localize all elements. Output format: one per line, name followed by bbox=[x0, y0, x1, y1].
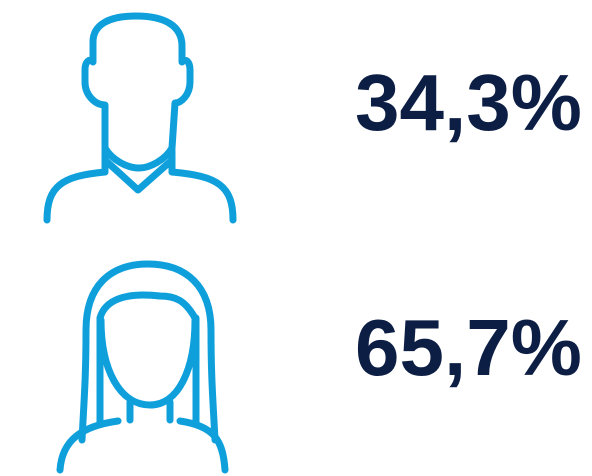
female-icon bbox=[56, 260, 229, 474]
female-percentage: 65,7% bbox=[355, 303, 582, 392]
male-icon bbox=[43, 12, 237, 224]
male-percentage: 34,3% bbox=[355, 58, 582, 147]
